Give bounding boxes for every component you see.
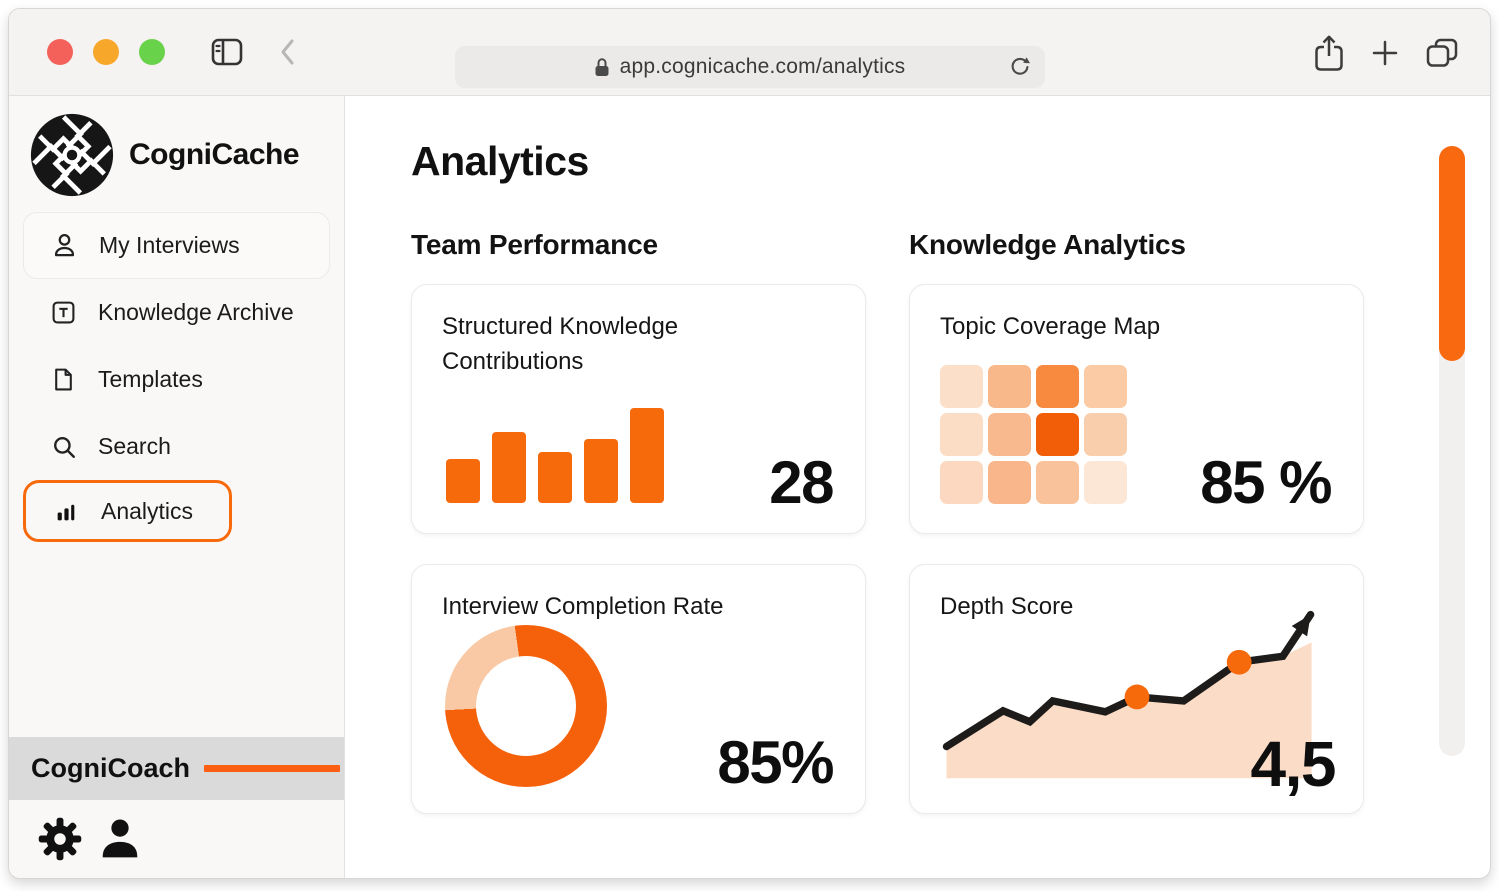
lock-icon: [594, 57, 610, 77]
cognicoach-accent-line: [204, 765, 340, 772]
traffic-lights: [47, 39, 165, 65]
card-title: Topic Coverage Map: [940, 313, 1161, 340]
line-data-point: [1226, 649, 1252, 675]
bar-chart-icon: [53, 499, 80, 524]
heatmap-cell: [1084, 461, 1127, 504]
titlebar-actions: [1314, 9, 1458, 96]
tab-overview-icon[interactable]: [1426, 38, 1458, 68]
sidebar-item-my-interviews[interactable]: My Interviews: [23, 212, 330, 279]
contributions-value: 28: [769, 449, 834, 516]
heatmap-cell: [1036, 413, 1079, 456]
depth-value: 4,5: [1250, 728, 1337, 800]
heatmap-cell: [1036, 365, 1079, 408]
team-performance-section: Team Performance Structured Knowledge Co…: [411, 229, 866, 844]
url-text: app.cognicache.com/analytics: [619, 55, 906, 78]
depth-score-line-chart: [942, 610, 1315, 779]
close-window-button[interactable]: [47, 39, 73, 65]
heatmap-cell: [1084, 413, 1127, 456]
document-icon: [50, 367, 77, 392]
sidebar-item-label: Knowledge Archive: [98, 299, 294, 325]
sidebar-item-label: Templates: [98, 366, 203, 392]
sidebar-item-analytics[interactable]: Analytics: [23, 480, 233, 542]
card-depth-score[interactable]: Depth Score 4,5: [909, 564, 1364, 814]
heatmap-cell: [988, 413, 1031, 456]
heatmap-cell: [940, 461, 983, 504]
heatmap-cell: [988, 365, 1031, 408]
sidebar: CogniCache My Interviews: [9, 96, 345, 878]
line-data-point: [1124, 684, 1150, 710]
zoom-window-button[interactable]: [139, 39, 165, 65]
person-icon: [51, 232, 78, 259]
contributions-bar-chart: [446, 407, 664, 503]
sidebar-item-label: Search: [98, 433, 171, 459]
new-tab-icon[interactable]: [1372, 40, 1398, 66]
sidebar-item-templates[interactable]: Templates: [23, 346, 330, 413]
sidebar-item-search[interactable]: Search: [23, 413, 330, 480]
minimize-window-button[interactable]: [93, 39, 119, 65]
magnifier-icon: [50, 434, 77, 460]
brand-name: CogniCache: [129, 138, 300, 171]
profile-person-icon[interactable]: [96, 816, 144, 862]
completion-donut-chart: [445, 625, 607, 787]
cognicoach-banner[interactable]: CogniCoach: [9, 737, 344, 800]
card-title: Depth Score: [940, 593, 1074, 620]
card-topic-coverage-map[interactable]: Topic Coverage Map 85 %: [909, 284, 1364, 534]
section-title-knowledge-analytics: Knowledge Analytics: [909, 229, 1186, 260]
heatmap-cell: [940, 365, 983, 408]
heatmap-cell: [940, 413, 983, 456]
card-title: Interview Completion Rate: [442, 593, 724, 620]
heatmap-cell: [988, 461, 1031, 504]
bar: [584, 439, 618, 503]
heatmap-cell: [1084, 365, 1127, 408]
card-interview-completion-rate[interactable]: Interview Completion Rate 85%: [411, 564, 866, 814]
letter-t-box-icon: [50, 300, 77, 325]
scrollbar-thumb[interactable]: [1439, 146, 1465, 361]
card-structured-knowledge-contributions[interactable]: Structured Knowledge Contributions 28: [411, 284, 866, 534]
bar: [446, 459, 480, 503]
browser-titlebar: app.cognicache.com/analytics: [9, 9, 1490, 96]
browser-window: app.cognicache.com/analytics: [8, 8, 1491, 879]
topic-coverage-heatmap: [940, 365, 1127, 504]
sidebar-item-knowledge-archive[interactable]: Knowledge Archive: [23, 279, 330, 346]
card-title: Structured Knowledge Contributions: [442, 313, 679, 375]
bar: [492, 432, 526, 503]
scrollbar-track[interactable]: [1439, 146, 1465, 756]
brand: CogniCache: [9, 96, 344, 202]
share-icon[interactable]: [1314, 34, 1344, 72]
settings-gear-icon[interactable]: [37, 816, 83, 862]
bar: [538, 452, 572, 503]
section-title-team-performance: Team Performance: [411, 229, 658, 260]
cognicache-logo-icon: [29, 112, 115, 198]
back-button-icon[interactable]: [279, 38, 295, 66]
bar: [630, 408, 664, 503]
sidebar-toggle-icon[interactable]: [211, 38, 243, 66]
heatmap-cell: [1036, 461, 1079, 504]
sidebar-nav: My Interviews Knowledge Archive: [9, 202, 344, 542]
sidebar-footer: [9, 800, 344, 878]
cognicoach-label: CogniCoach: [31, 753, 190, 783]
address-bar[interactable]: app.cognicache.com/analytics: [454, 46, 1045, 88]
reload-icon[interactable]: [1009, 56, 1031, 78]
main-content: Analytics Team Performance Structured Kn…: [345, 96, 1490, 878]
completion-value: 85%: [717, 729, 834, 796]
sidebar-item-label: My Interviews: [99, 232, 240, 258]
sidebar-item-label: Analytics: [101, 497, 194, 524]
page-title: Analytics: [411, 138, 589, 184]
knowledge-analytics-section: Knowledge Analytics Topic Coverage Map 8…: [909, 229, 1364, 844]
coverage-value: 85 %: [1200, 449, 1332, 516]
